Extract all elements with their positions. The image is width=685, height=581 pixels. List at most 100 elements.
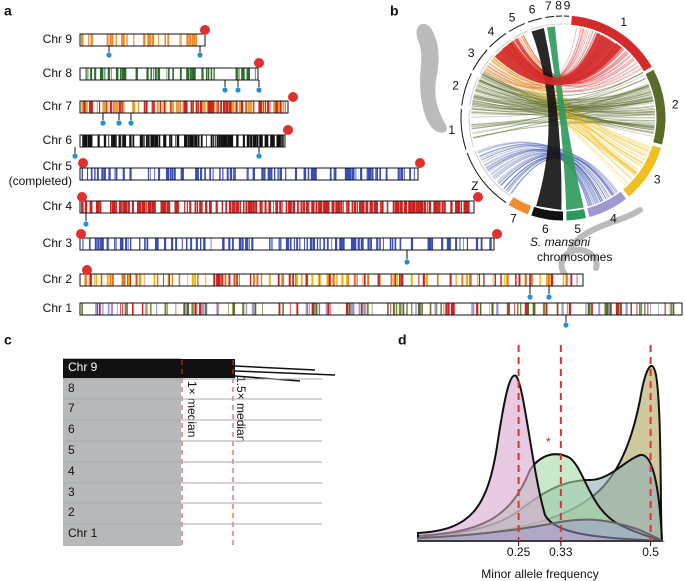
chord (520, 35, 637, 174)
stripe (236, 274, 238, 286)
stripe (98, 135, 99, 147)
blue-dot (256, 87, 262, 93)
stripe (199, 101, 203, 113)
stripe (150, 135, 153, 147)
stripe (289, 303, 291, 315)
stripe (235, 201, 238, 213)
stripe (323, 201, 325, 213)
stripe (228, 135, 231, 147)
stripe (121, 274, 124, 286)
stripe (189, 68, 192, 80)
stripe (90, 34, 93, 46)
stripe (441, 238, 444, 250)
stripe (84, 274, 87, 286)
chromosome-arc (474, 149, 511, 197)
stripe (168, 68, 170, 80)
stripe (285, 168, 287, 180)
stripe (140, 135, 143, 147)
stripe (402, 168, 404, 180)
chromosome-number: 3 (468, 46, 475, 60)
stripe (234, 168, 236, 180)
stripe (175, 201, 179, 213)
chromosome-arc (545, 15, 555, 19)
caption: chromosomes (537, 250, 612, 264)
stripe (397, 168, 400, 180)
stripe (186, 68, 190, 80)
stripe (166, 201, 169, 213)
stripe (249, 101, 252, 113)
chromosome-arc (508, 197, 532, 215)
stripe (224, 274, 227, 286)
stripe (639, 303, 641, 315)
stripe (123, 168, 125, 180)
stripe (191, 34, 194, 46)
stripe (550, 274, 554, 286)
chromosome (79, 92, 298, 126)
stripe (370, 201, 372, 213)
stripe (350, 238, 353, 250)
stripe (195, 168, 198, 180)
stripe (455, 274, 457, 286)
stripe (200, 168, 203, 180)
stripe (109, 101, 112, 113)
stripe (277, 168, 279, 180)
stripe (210, 68, 213, 80)
stripe (281, 101, 283, 113)
stripe (253, 135, 255, 147)
stripe (123, 201, 125, 213)
chord-band (547, 26, 584, 210)
stripe (294, 274, 296, 286)
stripe (100, 274, 102, 286)
stripe (124, 135, 127, 147)
stripe (539, 274, 541, 286)
stripe (114, 135, 116, 147)
red-dot (473, 192, 483, 202)
stripe (258, 101, 261, 113)
stripe (505, 274, 508, 286)
stripe (399, 201, 402, 213)
stripe (193, 34, 196, 46)
stripe (205, 201, 207, 213)
row-label: Chr 9 (68, 360, 98, 374)
stripe (119, 68, 121, 80)
stripe (136, 274, 139, 286)
stripe (196, 303, 198, 315)
stripe (271, 135, 274, 147)
density-curves (417, 364, 666, 542)
stripe (102, 68, 104, 80)
stripe (311, 274, 314, 286)
stripe (100, 303, 102, 315)
chromosome-arc (566, 209, 587, 221)
stripe (101, 168, 104, 180)
stripe (217, 303, 219, 315)
stripe (86, 168, 88, 180)
stripe (163, 101, 166, 113)
stripe (452, 303, 455, 315)
red-dot (77, 192, 87, 202)
stripe (320, 201, 323, 213)
chord (482, 72, 649, 100)
chord (516, 38, 637, 175)
stripe (168, 201, 171, 213)
blue-dot (222, 87, 228, 93)
chord-band (494, 32, 623, 86)
stripe (524, 274, 527, 286)
red-dot (254, 58, 264, 68)
stripe (562, 274, 565, 286)
stripe (294, 168, 298, 180)
stripe (410, 168, 412, 180)
stripe (496, 303, 499, 315)
stripe (279, 135, 281, 147)
stripe (118, 135, 121, 147)
stripe (122, 135, 125, 147)
stripe (342, 201, 344, 213)
stripe (393, 303, 395, 315)
stripe (380, 201, 382, 213)
stripe (190, 238, 192, 250)
stripe (549, 274, 551, 286)
stripe (229, 135, 232, 147)
stripe (391, 274, 393, 286)
stripe (123, 68, 125, 80)
chromosome (79, 25, 210, 58)
stripe (426, 274, 429, 286)
